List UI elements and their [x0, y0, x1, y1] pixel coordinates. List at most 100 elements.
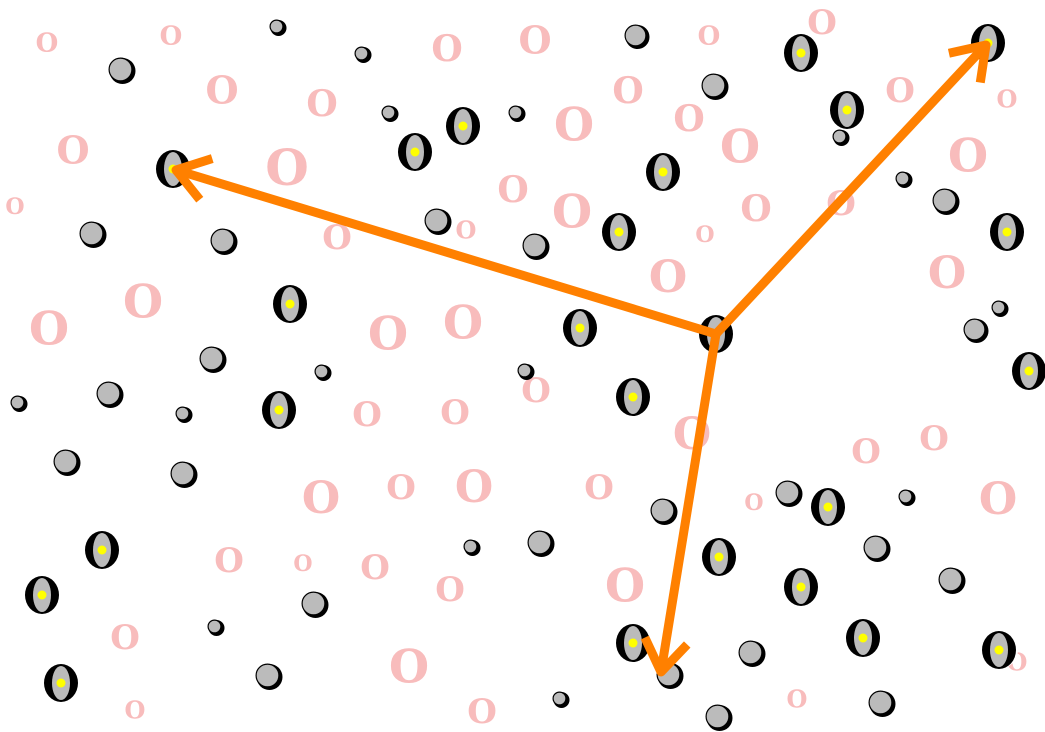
yellow-dot: [628, 638, 638, 648]
pink-o-glyph: O: [584, 468, 614, 508]
pink-o-glyph: O: [851, 432, 881, 472]
yellow-dot: [658, 167, 668, 177]
pink-o-glyph: O: [787, 685, 808, 714]
gray-disk: [932, 188, 960, 215]
gray-disk: [79, 221, 107, 248]
gray-disk: [269, 19, 287, 36]
pink-o-glyph: O: [467, 692, 497, 732]
gray-disk: [424, 208, 452, 235]
pink-o-glyph: O: [265, 138, 309, 197]
yellow-dot: [56, 678, 66, 688]
gray-disk: [552, 691, 570, 708]
yellow-dot: [575, 323, 585, 333]
yellow-dot: [628, 392, 638, 402]
arrow-layer: [171, 40, 991, 677]
marked-disk: [614, 378, 652, 416]
yellow-dot: [458, 121, 468, 131]
pink-o-glyph: O: [456, 216, 477, 245]
orange-arrow: [171, 154, 718, 339]
marked-disk: [1010, 352, 1045, 390]
pink-o-glyph: O: [720, 120, 760, 174]
pink-o-glyph: O: [205, 68, 238, 113]
gray-disk: [53, 449, 81, 476]
pink-o-glyph: O: [928, 248, 966, 299]
gray-disk: [255, 663, 283, 690]
gray-disk: [381, 105, 399, 122]
marked-disk: [809, 488, 847, 526]
gray-disk: [207, 619, 225, 636]
gray-disk: [108, 57, 136, 84]
marked-disk: [600, 213, 638, 251]
pink-o-glyph: O: [740, 188, 771, 230]
gray-disk: [10, 395, 28, 412]
yellow-dot: [796, 48, 806, 58]
pink-o-glyph: O: [56, 128, 89, 173]
yellow-dot: [1002, 227, 1012, 237]
plain-disk-layer: [10, 19, 1009, 731]
pink-o-glyph: O: [5, 194, 24, 220]
pink-o-glyph: O: [29, 302, 69, 356]
marked-disk: [396, 133, 434, 171]
marked-disk: [444, 107, 482, 145]
pink-o-glyph: O: [885, 71, 915, 111]
pink-o-glyph: O: [649, 252, 687, 303]
yellow-dot: [714, 552, 724, 562]
yellow-dot: [842, 105, 852, 115]
gray-disk: [868, 690, 896, 717]
pink-o-glyph: O: [695, 222, 714, 248]
pink-o-glyph: O: [214, 541, 244, 581]
gray-disk: [508, 105, 526, 122]
pink-o-glyph: O: [306, 83, 337, 125]
yellow-dot: [1024, 366, 1034, 376]
gray-disk: [354, 46, 372, 63]
pink-o-glyph: O: [605, 559, 645, 613]
pink-o-glyph: O: [807, 3, 837, 43]
gray-disk: [991, 300, 1009, 317]
pink-o-glyph: O: [160, 21, 183, 51]
pink-o-glyph: O: [123, 275, 163, 329]
pink-o-glyph: O: [997, 85, 1018, 114]
pink-o-glyph: O: [386, 468, 416, 508]
pink-o-glyph: O: [352, 395, 382, 435]
gray-disk: [301, 591, 329, 618]
pink-o-glyph: O: [125, 696, 146, 725]
pink-o-glyph: O: [552, 185, 592, 239]
marked-disk: [988, 213, 1026, 251]
marked-disk: [980, 631, 1018, 669]
marked-disk: [782, 568, 820, 606]
pink-o-glyph: O: [110, 618, 140, 658]
gray-disk: [650, 498, 678, 525]
pink-o-glyph: O: [979, 474, 1017, 525]
pink-o-glyph: O: [368, 307, 408, 361]
yellow-dot: [274, 405, 284, 415]
gray-disk: [863, 535, 891, 562]
pink-o-glyph: O: [518, 18, 551, 63]
marked-disk: [844, 619, 882, 657]
gray-disk: [463, 539, 481, 556]
pink-o-glyph: O: [612, 70, 643, 112]
marked-disk: [260, 391, 298, 429]
marked-disk: [561, 309, 599, 347]
marked-disk: [700, 538, 738, 576]
yellow-dot: [614, 227, 624, 237]
yellow-dot: [410, 147, 420, 157]
yellow-dot: [285, 299, 295, 309]
gray-disk: [775, 480, 803, 507]
gray-disk: [522, 233, 550, 260]
pink-o-glyph: O: [443, 296, 483, 350]
gray-disk: [96, 381, 124, 408]
pink-o-glyph: O: [435, 570, 465, 610]
marked-disk: [782, 34, 820, 72]
gray-disk: [210, 228, 238, 255]
yellow-dot: [823, 502, 833, 512]
marked-disk: [644, 153, 682, 191]
gray-disk: [963, 318, 989, 343]
gray-disk: [527, 530, 555, 557]
gray-disk: [738, 640, 766, 667]
yellow-dot: [97, 545, 107, 555]
marked-disk-layer: [23, 24, 1045, 702]
gray-disk: [624, 24, 650, 49]
gray-disk: [898, 489, 916, 506]
